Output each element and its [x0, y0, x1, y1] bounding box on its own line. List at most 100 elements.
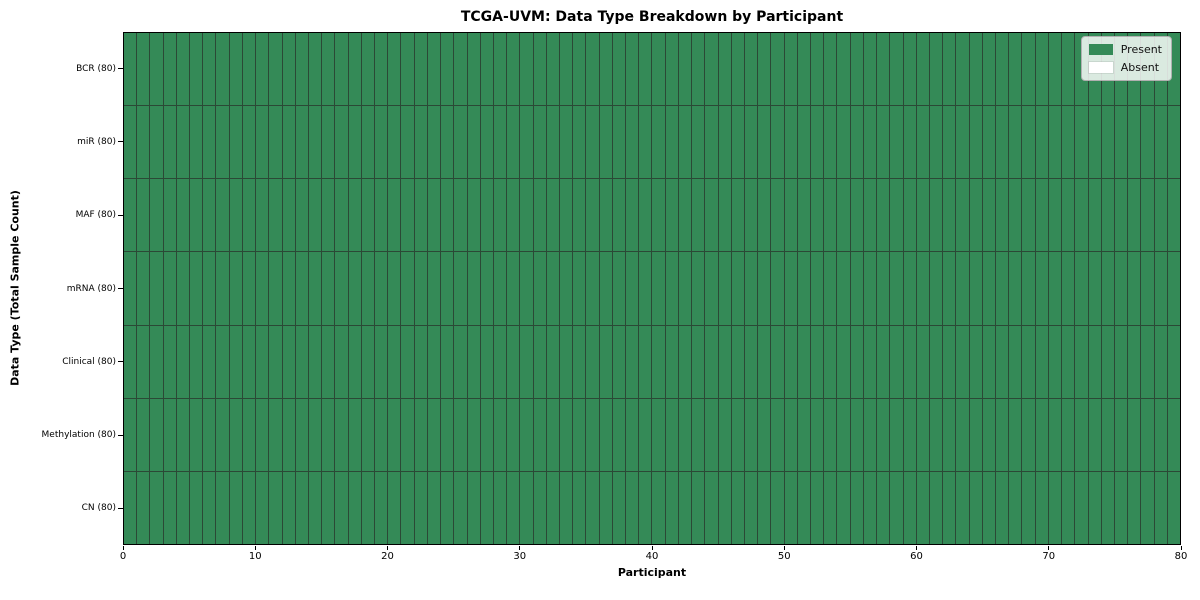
- heatmap-cell: [546, 33, 559, 106]
- heatmap-cell: [150, 106, 163, 179]
- heatmap-cell: [1035, 106, 1048, 179]
- heatmap-cell: [665, 106, 678, 179]
- heatmap-cell: [969, 179, 982, 252]
- y-tick-label: Methylation (80): [41, 430, 116, 441]
- heatmap-cell: [929, 33, 943, 106]
- heatmap-cell: [665, 471, 678, 544]
- heatmap-cell: [124, 325, 137, 398]
- heatmap-cell: [190, 325, 203, 398]
- heatmap-cell: [652, 252, 665, 325]
- heatmap-cell: [295, 33, 308, 106]
- heatmap-cell: [705, 106, 718, 179]
- heatmap-cell: [1128, 471, 1141, 544]
- heatmap-cell: [388, 325, 401, 398]
- heatmap-cell: [903, 179, 916, 252]
- heatmap-cell: [718, 106, 731, 179]
- heatmap-cell: [929, 398, 943, 471]
- heatmap-cell: [758, 471, 771, 544]
- heatmap-cell: [903, 33, 916, 106]
- heatmap-cell: [890, 33, 903, 106]
- heatmap-cell: [256, 471, 269, 544]
- heatmap-cell: [269, 398, 282, 471]
- heatmap-cell: [560, 179, 573, 252]
- heatmap-cell: [388, 252, 401, 325]
- heatmap-cell: [652, 398, 665, 471]
- heatmap-cell: [322, 33, 335, 106]
- x-tick-mark: [916, 546, 917, 550]
- heatmap-cell: [969, 471, 982, 544]
- heatmap-cell: [520, 33, 533, 106]
- heatmap-cell: [546, 471, 559, 544]
- heatmap-cell: [956, 471, 969, 544]
- heatmap-cell: [718, 325, 731, 398]
- heatmap-cell: [441, 398, 454, 471]
- heatmap-cell: [969, 325, 982, 398]
- heatmap-cell: [586, 471, 599, 544]
- heatmap-cell: [507, 471, 520, 544]
- heatmap-cell: [692, 179, 705, 252]
- heatmap-cell: [1128, 252, 1141, 325]
- heatmap-cell: [124, 398, 137, 471]
- heatmap-cell: [797, 179, 811, 252]
- heatmap-cell: [1048, 106, 1062, 179]
- heatmap-cell: [137, 325, 150, 398]
- heatmap-cell: [626, 33, 639, 106]
- heatmap-cell: [626, 471, 639, 544]
- heatmap-cell: [124, 33, 137, 106]
- heatmap-cell: [546, 106, 559, 179]
- heatmap-cell: [877, 33, 890, 106]
- heatmap-cell: [441, 106, 454, 179]
- heatmap-cell: [824, 106, 837, 179]
- heatmap-cell: [322, 398, 335, 471]
- heatmap-cell: [124, 179, 137, 252]
- heatmap-cell: [467, 252, 480, 325]
- heatmap-cell: [1048, 252, 1062, 325]
- heatmap-cell: [269, 325, 282, 398]
- heatmap-cell: [929, 325, 943, 398]
- heatmap-cell: [560, 252, 573, 325]
- x-tick-mark: [122, 546, 124, 550]
- heatmap-cell: [731, 179, 744, 252]
- legend-swatch-present: [1088, 44, 1113, 55]
- x-tick-mark: [1180, 546, 1182, 550]
- heatmap-cell: [996, 179, 1009, 252]
- heatmap-cell: [573, 252, 586, 325]
- heatmap-cell: [533, 398, 546, 471]
- heatmap-cell: [850, 325, 863, 398]
- heatmap-cell: [520, 398, 533, 471]
- heatmap-cell: [1088, 325, 1101, 398]
- heatmap-cell: [797, 471, 811, 544]
- heatmap-cell: [467, 325, 480, 398]
- heatmap-cell: [441, 325, 454, 398]
- heatmap-cell: [401, 398, 414, 471]
- heatmap-cell: [1088, 398, 1101, 471]
- heatmap-cell: [692, 106, 705, 179]
- x-tick-label: 30: [513, 551, 527, 562]
- heatmap-cell: [890, 179, 903, 252]
- legend-label-absent: Absent: [1120, 61, 1160, 74]
- heatmap-cell: [295, 252, 308, 325]
- heatmap-cell: [361, 325, 375, 398]
- heatmap-cell: [480, 325, 493, 398]
- heatmap-cell: [282, 252, 295, 325]
- heatmap-cell: [546, 398, 559, 471]
- heatmap-cell: [665, 398, 678, 471]
- heatmap-cell: [176, 398, 190, 471]
- heatmap-cell: [639, 471, 652, 544]
- heatmap-cell: [216, 325, 229, 398]
- heatmap-cell: [678, 33, 692, 106]
- heatmap-cell: [916, 252, 929, 325]
- x-tick-mark: [651, 546, 653, 550]
- heatmap-cell: [520, 106, 533, 179]
- heatmap-cell: [599, 106, 612, 179]
- heatmap-cell: [295, 179, 308, 252]
- heatmap-cell: [176, 179, 190, 252]
- heatmap-cell: [282, 179, 295, 252]
- heatmap-cell: [639, 325, 652, 398]
- heatmap-cell: [163, 471, 176, 544]
- heatmap-cell: [150, 33, 163, 106]
- heatmap-cell: [639, 252, 652, 325]
- heatmap-cell: [163, 179, 176, 252]
- heatmap-cell: [890, 471, 903, 544]
- heatmap-cell: [308, 106, 322, 179]
